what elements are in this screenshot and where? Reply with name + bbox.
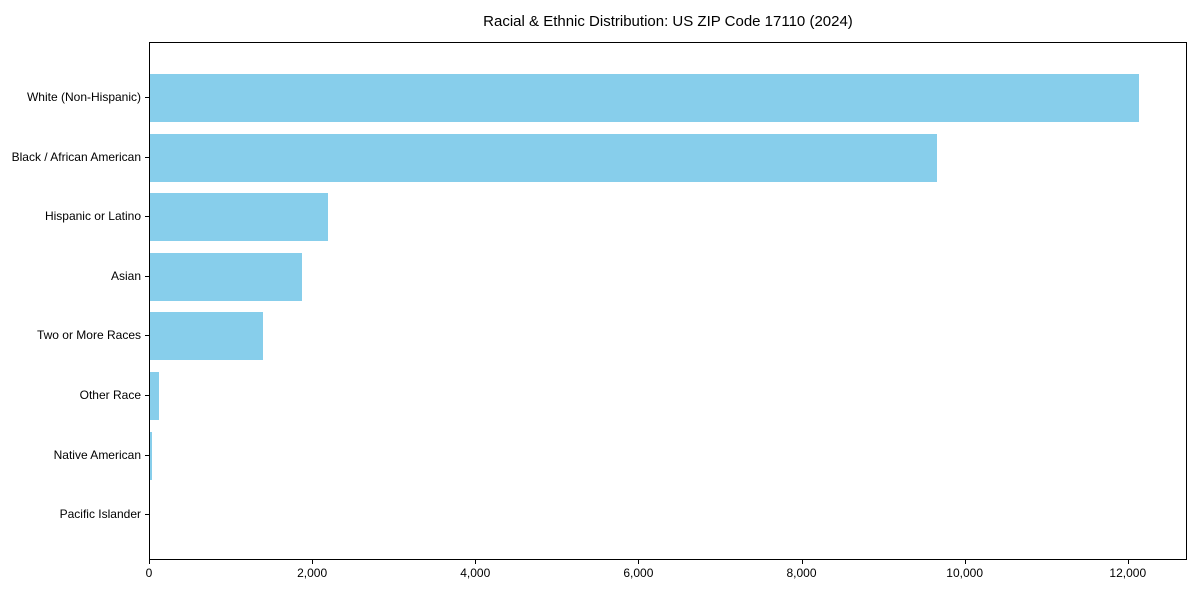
y-axis-tick	[145, 97, 149, 98]
y-axis-label-other-race: Other Race	[79, 388, 141, 402]
chart-title: Racial & Ethnic Distribution: US ZIP Cod…	[483, 13, 853, 30]
y-axis-label-asian: Asian	[110, 268, 141, 283]
y-axis-tick	[145, 454, 149, 456]
x-axis-tick-label: 6,000	[623, 566, 654, 580]
bar-hispanic-or-latino	[150, 193, 328, 242]
bar-asian	[150, 252, 302, 301]
y-axis-label-white-non-hispanic: White (Non-Hispanic)	[26, 90, 141, 104]
x-axis-tick	[964, 560, 966, 564]
y-axis-tick	[145, 156, 149, 158]
bar-two-or-more-races	[150, 312, 264, 361]
y-axis-label-pacific-islander: Pacific Islander	[59, 507, 141, 522]
y-axis-tick	[145, 216, 149, 218]
x-axis-tick-label: 10,000	[946, 566, 983, 580]
x-axis-tick-label: 2,000	[297, 566, 328, 580]
bar-white-non-hispanic	[150, 74, 1139, 122]
y-axis-tick	[145, 335, 149, 337]
x-axis-tick-label: 12,000	[1109, 566, 1147, 580]
y-axis-label-two-or-more-races: Two or More Races	[36, 328, 141, 343]
x-axis-tick	[638, 560, 640, 564]
y-axis-tick	[145, 275, 149, 277]
y-axis-label-native-american: Native American	[53, 447, 141, 462]
y-axis-tick	[145, 514, 149, 516]
x-axis-tick	[801, 560, 803, 564]
bar-other-race	[150, 372, 160, 420]
x-axis-tick-label: 4,000	[460, 566, 491, 580]
x-axis-tick	[312, 560, 314, 564]
y-axis-tick	[145, 395, 149, 396]
bar-native-american	[150, 431, 153, 480]
bar-black-african-american	[150, 133, 938, 182]
x-axis-tick-label: 0	[145, 566, 153, 580]
y-axis-label-black-african-american: Black / African American	[11, 149, 141, 164]
y-axis-label-hispanic-or-latino: Hispanic or Latino	[44, 209, 141, 224]
x-axis-tick	[1127, 560, 1129, 564]
x-axis-tick-label: 8,000	[786, 566, 817, 580]
x-axis-tick	[149, 560, 150, 564]
x-axis-tick	[475, 560, 477, 564]
plot-area	[149, 42, 1187, 560]
